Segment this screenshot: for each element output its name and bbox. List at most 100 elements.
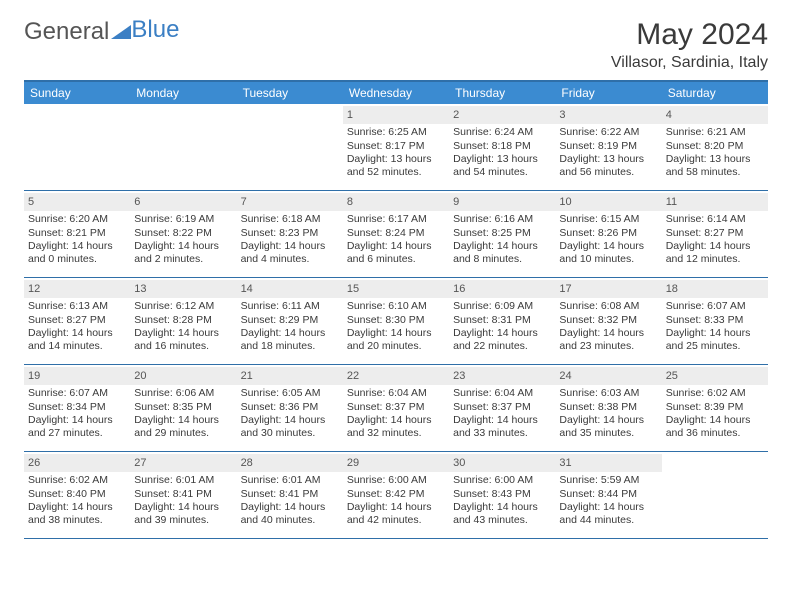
calendar-cell: 25Sunrise: 6:02 AMSunset: 8:39 PMDayligh… — [662, 365, 768, 451]
sunset-text: Sunset: 8:19 PM — [559, 140, 657, 153]
calendar-cell: 17Sunrise: 6:08 AMSunset: 8:32 PMDayligh… — [555, 278, 661, 364]
daylight-text: Daylight: 14 hours and 27 minutes. — [28, 414, 126, 441]
sunrise-text: Sunrise: 6:07 AM — [28, 387, 126, 400]
sunrise-text: Sunrise: 6:14 AM — [666, 213, 764, 226]
logo-triangle-icon — [111, 18, 131, 46]
daylight-text: Daylight: 14 hours and 43 minutes. — [453, 501, 551, 528]
daylight-text: Daylight: 14 hours and 0 minutes. — [28, 240, 126, 267]
daylight-text: Daylight: 14 hours and 6 minutes. — [347, 240, 445, 267]
day-number: 23 — [449, 367, 555, 385]
sunset-text: Sunset: 8:24 PM — [347, 227, 445, 240]
day-header-wednesday: Wednesday — [343, 82, 449, 104]
calendar: SundayMondayTuesdayWednesdayThursdayFrid… — [24, 80, 768, 539]
day-number: 12 — [24, 280, 130, 298]
calendar-cell: 12Sunrise: 6:13 AMSunset: 8:27 PMDayligh… — [24, 278, 130, 364]
day-number: 16 — [449, 280, 555, 298]
sunset-text: Sunset: 8:27 PM — [28, 314, 126, 327]
calendar-cell: 4Sunrise: 6:21 AMSunset: 8:20 PMDaylight… — [662, 104, 768, 190]
calendar-cell: 20Sunrise: 6:06 AMSunset: 8:35 PMDayligh… — [130, 365, 236, 451]
day-number: 27 — [130, 454, 236, 472]
calendar-cell — [662, 452, 768, 538]
calendar-cell: 30 Sunrise: 6:00 AMSunset: 8:43 PMDayligh… — [449, 452, 555, 538]
daylight-text: Daylight: 14 hours and 36 minutes. — [666, 414, 764, 441]
day-number: 1 — [343, 106, 449, 124]
sunset-text: Sunset: 8:37 PM — [347, 401, 445, 414]
sunrise-text: Sunrise: 6:25 AM — [347, 126, 445, 139]
daylight-text: Daylight: 14 hours and 33 minutes. — [453, 414, 551, 441]
logo-text-2: Blue — [131, 16, 179, 44]
sunset-text: Sunset: 8:42 PM — [347, 488, 445, 501]
sunset-text: Sunset: 8:20 PM — [666, 140, 764, 153]
calendar-cell: 14Sunrise: 6:11 AMSunset: 8:29 PMDayligh… — [237, 278, 343, 364]
day-number: 28 — [237, 454, 343, 472]
week-row: 19Sunrise: 6:07 AMSunset: 8:34 PMDayligh… — [24, 365, 768, 452]
sunrise-text: Sunrise: 6:08 AM — [559, 300, 657, 313]
day-header-tuesday: Tuesday — [237, 82, 343, 104]
title-block: May 2024 Villasor, Sardinia, Italy — [611, 18, 768, 72]
daylight-text: Daylight: 14 hours and 25 minutes. — [666, 327, 764, 354]
sunrise-text: Sunrise: 6:04 AM — [453, 387, 551, 400]
sunset-text: Sunset: 8:28 PM — [134, 314, 232, 327]
day-number: 2 — [449, 106, 555, 124]
day-number: 18 — [662, 280, 768, 298]
day-number: 11 — [662, 193, 768, 211]
day-number: 13 — [130, 280, 236, 298]
sunrise-text: Sunrise: 6:20 AM — [28, 213, 126, 226]
week-row: 12Sunrise: 6:13 AMSunset: 8:27 PMDayligh… — [24, 278, 768, 365]
sunrise-text: Sunrise: 6:00 AM — [453, 474, 551, 487]
calendar-cell: 2Sunrise: 6:24 AMSunset: 8:18 PMDaylight… — [449, 104, 555, 190]
week-row: 5Sunrise: 6:20 AMSunset: 8:21 PMDaylight… — [24, 191, 768, 278]
calendar-cell: 29Sunrise: 6:00 AMSunset: 8:42 PMDayligh… — [343, 452, 449, 538]
daylight-text: Daylight: 13 hours and 58 minutes. — [666, 153, 764, 180]
sunset-text: Sunset: 8:43 PM — [453, 488, 551, 501]
day-header-row: SundayMondayTuesdayWednesdayThursdayFrid… — [24, 82, 768, 104]
calendar-cell: 31Sunrise: 5:59 AMSunset: 8:44 PMDayligh… — [555, 452, 661, 538]
daylight-text: Daylight: 14 hours and 12 minutes. — [666, 240, 764, 267]
day-number: 24 — [555, 367, 661, 385]
page-subtitle: Villasor, Sardinia, Italy — [611, 54, 768, 72]
daylight-text: Daylight: 14 hours and 32 minutes. — [347, 414, 445, 441]
sunrise-text: Sunrise: 6:05 AM — [241, 387, 339, 400]
day-number: 25 — [662, 367, 768, 385]
sunrise-text: Sunrise: 6:10 AM — [347, 300, 445, 313]
sunrise-text: Sunrise: 6:19 AM — [134, 213, 232, 226]
daylight-text: Daylight: 14 hours and 16 minutes. — [134, 327, 232, 354]
daylight-text: Daylight: 14 hours and 20 minutes. — [347, 327, 445, 354]
calendar-cell: 23Sunrise: 6:04 AMSunset: 8:37 PMDayligh… — [449, 365, 555, 451]
day-number: 30 — [449, 454, 555, 472]
calendar-cell: 21Sunrise: 6:05 AMSunset: 8:36 PMDayligh… — [237, 365, 343, 451]
daylight-text: Daylight: 14 hours and 4 minutes. — [241, 240, 339, 267]
sunrise-text: Sunrise: 6:18 AM — [241, 213, 339, 226]
sunset-text: Sunset: 8:38 PM — [559, 401, 657, 414]
daylight-text: Daylight: 14 hours and 44 minutes. — [559, 501, 657, 528]
logo: General Blue — [24, 18, 179, 46]
sunrise-text: Sunrise: 6:02 AM — [28, 474, 126, 487]
sunrise-text: Sunrise: 6:01 AM — [241, 474, 339, 487]
calendar-cell: 9Sunrise: 6:16 AMSunset: 8:25 PMDaylight… — [449, 191, 555, 277]
sunset-text: Sunset: 8:40 PM — [28, 488, 126, 501]
sunrise-text: Sunrise: 6:15 AM — [559, 213, 657, 226]
sunset-text: Sunset: 8:34 PM — [28, 401, 126, 414]
day-number: 15 — [343, 280, 449, 298]
calendar-page: General Blue May 2024 Villasor, Sardinia… — [0, 0, 792, 549]
week-row: 1Sunrise: 6:25 AMSunset: 8:17 PMDaylight… — [24, 104, 768, 191]
day-header-monday: Monday — [130, 82, 236, 104]
day-number: 5 — [24, 193, 130, 211]
daylight-text: Daylight: 14 hours and 35 minutes. — [559, 414, 657, 441]
sunset-text: Sunset: 8:36 PM — [241, 401, 339, 414]
calendar-cell: 1Sunrise: 6:25 AMSunset: 8:17 PMDaylight… — [343, 104, 449, 190]
sunset-text: Sunset: 8:35 PM — [134, 401, 232, 414]
calendar-cell: 18Sunrise: 6:07 AMSunset: 8:33 PMDayligh… — [662, 278, 768, 364]
sunset-text: Sunset: 8:32 PM — [559, 314, 657, 327]
calendar-cell: 16Sunrise: 6:09 AMSunset: 8:31 PMDayligh… — [449, 278, 555, 364]
calendar-cell — [24, 104, 130, 190]
calendar-cell: 24Sunrise: 6:03 AMSunset: 8:38 PMDayligh… — [555, 365, 661, 451]
day-number: 8 — [343, 193, 449, 211]
sunset-text: Sunset: 8:29 PM — [241, 314, 339, 327]
daylight-text: Daylight: 14 hours and 2 minutes. — [134, 240, 232, 267]
calendar-cell: 19Sunrise: 6:07 AMSunset: 8:34 PMDayligh… — [24, 365, 130, 451]
calendar-cell: 13Sunrise: 6:12 AMSunset: 8:28 PMDayligh… — [130, 278, 236, 364]
sunset-text: Sunset: 8:41 PM — [134, 488, 232, 501]
header: General Blue May 2024 Villasor, Sardinia… — [24, 18, 768, 72]
daylight-text: Daylight: 13 hours and 54 minutes. — [453, 153, 551, 180]
